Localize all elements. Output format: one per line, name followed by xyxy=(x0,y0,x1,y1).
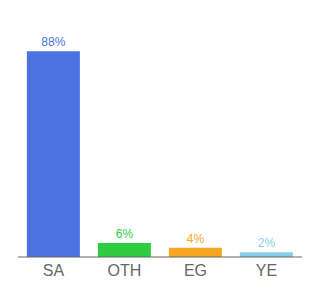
svg-text:YE: YE xyxy=(256,262,277,279)
svg-text:4%: 4% xyxy=(187,232,205,246)
svg-text:6%: 6% xyxy=(116,227,134,241)
svg-text:EG: EG xyxy=(184,262,207,279)
svg-text:SA: SA xyxy=(43,262,65,279)
svg-text:2%: 2% xyxy=(258,236,276,250)
svg-text:88%: 88% xyxy=(41,35,65,49)
svg-text:OTH: OTH xyxy=(108,262,142,279)
